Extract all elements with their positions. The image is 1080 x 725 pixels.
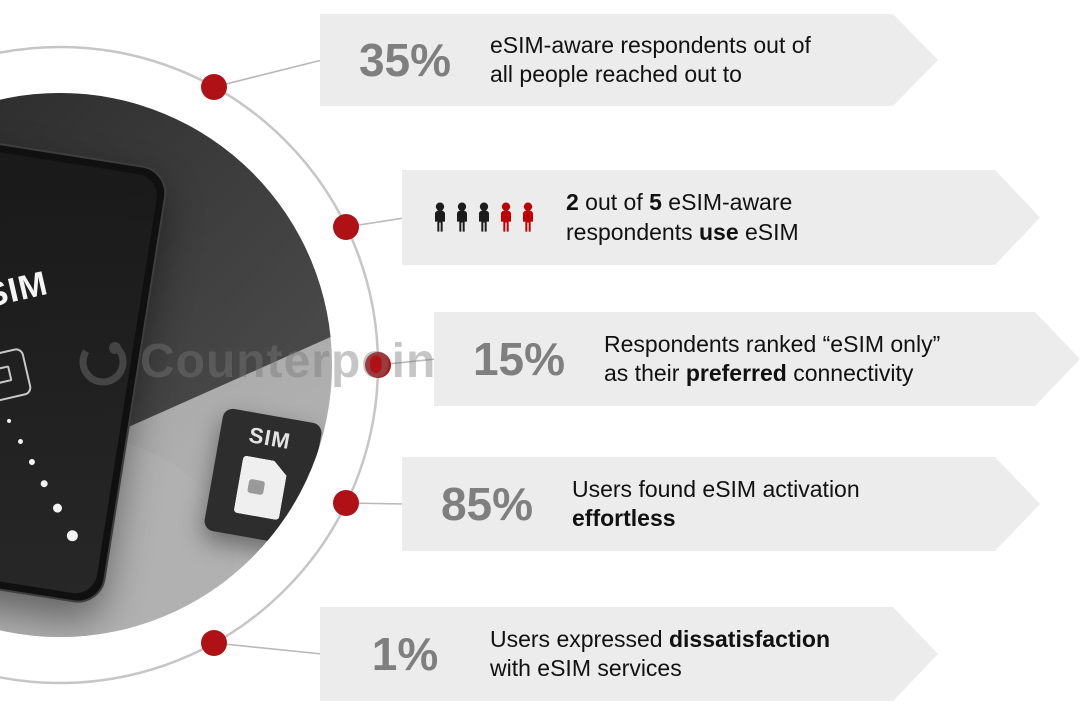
trail-dot	[6, 418, 12, 424]
desc-dissatisfaction: Users expressed dissatisfaction with eSI…	[490, 625, 831, 681]
esim-screen-label: eSIM	[0, 264, 52, 320]
banner-activation: 85% Users found eSIM activation effortle…	[402, 457, 1040, 551]
connector-line-1	[213, 59, 323, 88]
connector-line-3	[377, 358, 437, 366]
people-icons	[428, 201, 540, 234]
trail-dot	[40, 479, 49, 488]
desc-activation: Users found eSIM activation effortless	[572, 475, 860, 531]
desc-usage: 2 out of 5 eSIM-aware respondents use eS…	[566, 189, 799, 245]
connector-line-4	[345, 502, 405, 505]
desc-preference: Respondents ranked “eSIM only” as their …	[604, 330, 941, 386]
trail-dot	[17, 438, 24, 445]
person-icon	[430, 201, 450, 234]
timeline-dot-3	[365, 352, 391, 378]
esim-photo: eSIM SIM	[0, 93, 332, 637]
stat-preference: 15%	[472, 333, 566, 385]
person-icon-highlighted	[518, 201, 538, 234]
connector-line-5	[213, 642, 323, 655]
timeline-dot-4	[333, 490, 359, 516]
trail-dot	[52, 502, 63, 514]
stat-dissatisfaction: 1%	[371, 628, 439, 680]
timeline-dot-2	[333, 214, 359, 240]
esim-chip-icon	[0, 346, 33, 405]
person-icon-highlighted	[496, 201, 516, 234]
banner-dissatisfaction: 1% Users expressed dissatisfaction with …	[320, 607, 938, 701]
sim-card-tile: SIM	[202, 407, 324, 547]
sim-label: SIM	[246, 422, 293, 455]
banner-preference: 15% Respondents ranked “eSIM only” as th…	[434, 312, 1080, 406]
stat-awareness: 35%	[358, 34, 452, 86]
trail-dot	[28, 458, 36, 466]
trail-dot	[66, 529, 79, 543]
sim-card-icon	[233, 455, 288, 520]
banner-usage: 2 out of 5 eSIM-aware respondents use eS…	[402, 170, 1040, 265]
desc-awareness: eSIM-aware respondents out of all people…	[490, 31, 811, 87]
connector-line-2	[345, 217, 405, 228]
stat-activation: 85%	[440, 478, 534, 530]
person-icon	[452, 201, 472, 234]
banner-awareness: 35% eSIM-aware respondents out of all pe…	[320, 14, 938, 106]
person-icon	[474, 201, 494, 234]
